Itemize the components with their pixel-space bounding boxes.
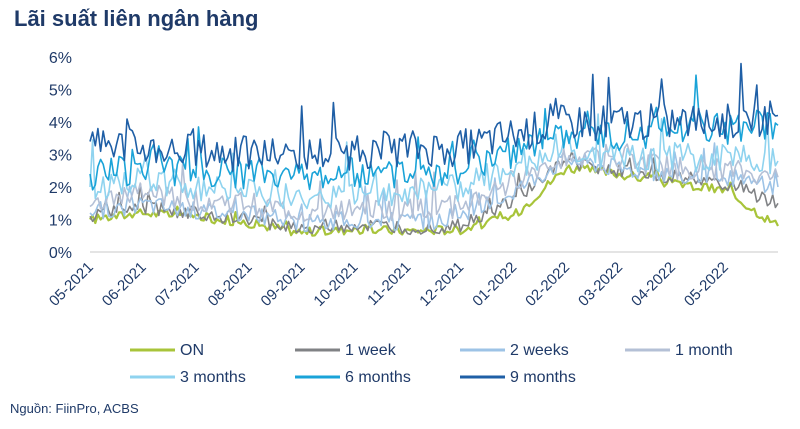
- y-tick-label: 6%: [49, 50, 72, 67]
- series-line-6-months: [89, 74, 779, 191]
- x-tick-label: 11-2021: [364, 259, 414, 309]
- y-tick-label: 3%: [49, 148, 72, 165]
- x-tick-label: 04-2022: [628, 259, 679, 310]
- x-tick-label: 07-2021: [152, 259, 203, 310]
- x-tick-label: 09-2021: [258, 259, 309, 310]
- series-line-3-months: [89, 113, 779, 210]
- series-line-9-months: [89, 62, 779, 172]
- y-tick-label: 5%: [49, 83, 72, 100]
- chart-title: Lãi suất liên ngân hàng: [14, 6, 259, 31]
- y-tick-label: 2%: [49, 180, 72, 197]
- x-tick-label: 05-2022: [681, 259, 732, 310]
- source-note: Nguồn: FiinPro, ACBS: [10, 401, 139, 416]
- legend-label: 9 months: [510, 369, 576, 386]
- legend-label: 3 months: [180, 369, 246, 386]
- y-tick-label: 4%: [49, 115, 72, 132]
- legend-label: 2 weeks: [510, 342, 569, 359]
- x-tick-label: 01-2022: [469, 259, 520, 310]
- x-tick-label: 08-2021: [205, 259, 256, 310]
- x-tick-label: 02-2022: [522, 259, 573, 310]
- series-line-1-month: [89, 143, 779, 222]
- x-tick-label: 06-2021: [99, 259, 150, 310]
- y-tick-label: 0%: [49, 245, 72, 262]
- x-tick-label: 10-2021: [310, 259, 361, 310]
- y-tick-label: 1%: [49, 213, 72, 230]
- legend: ON 1 week 2 weeks 1 month 3 months 6 months 9 …: [130, 342, 733, 386]
- x-tick-label: 05-2021: [46, 259, 97, 310]
- legend-label: 6 months: [345, 369, 411, 386]
- series-line-2-weeks: [89, 142, 779, 233]
- y-axis: 0% 1% 2% 3% 4% 5% 6%: [49, 50, 72, 262]
- x-tick-label: 12-2021: [416, 259, 467, 310]
- series-group: [89, 62, 779, 237]
- legend-label: 1 week: [345, 342, 397, 359]
- x-tick-label: 03-2022: [575, 259, 626, 310]
- legend-label: 1 month: [675, 342, 733, 359]
- x-axis: 05-2021 06-2021 07-2021 08-2021 09-2021 10-20…: [46, 251, 778, 310]
- legend-label: ON: [180, 342, 204, 359]
